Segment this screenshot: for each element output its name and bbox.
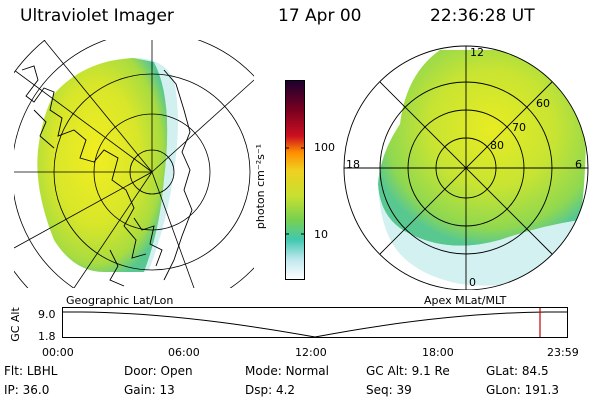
mlt-label-12: 12 (470, 46, 484, 59)
geographic-panel-label: Geographic Lat/Lon (66, 294, 174, 307)
colorbar-unit-label: photon cm⁻²s⁻¹ (254, 143, 268, 230)
info-glon: GLon: 191.3 (486, 383, 559, 397)
timeline-ylabel: GC Alt (8, 307, 22, 342)
info-gain: Gain: 13 (124, 383, 175, 397)
image-date: 17 Apr 00 (278, 6, 362, 26)
color-scale-bar (285, 80, 305, 280)
mlat-label-70: 70 (512, 121, 526, 134)
geo-aurora-image (37, 58, 168, 272)
coastlines (21, 65, 193, 287)
polar-aurora-image (378, 50, 586, 246)
info-gc-alt: GC Alt: 9.1 Re (366, 364, 450, 378)
info-filter: Flt: LBHL (4, 364, 58, 378)
mlt-label-6: 6 (575, 158, 582, 171)
apex-polar-panel (343, 45, 589, 290)
mlt-label-18: 18 (346, 158, 360, 171)
timeline-ytick-top: 9.0 (38, 308, 56, 321)
geographic-map-panel (14, 40, 254, 288)
timeline-xtick-1800: 18:00 (422, 346, 454, 359)
info-glat: GLat: 84.5 (486, 364, 549, 378)
info-door: Door: Open (124, 364, 193, 378)
info-mode: Mode: Normal (245, 364, 329, 378)
altitude-timeline[interactable] (62, 307, 568, 339)
timeline-xtick-0600: 06:00 (168, 346, 200, 359)
colorbar-tick-10: 10 (314, 228, 328, 241)
mlt-label-0: 0 (469, 276, 476, 289)
timeline-ytick-bottom: 1.8 (38, 330, 56, 343)
info-seq: Seq: 39 (366, 383, 412, 397)
timeline-xtick-1200: 12:00 (295, 346, 327, 359)
altitude-curve (62, 311, 568, 338)
image-time: 22:36:28 UT (430, 6, 535, 26)
timeline-xtick-0000: 00:00 (42, 346, 74, 359)
polar-panel-label: Apex MLat/MLT (424, 294, 507, 307)
info-dsp: Dsp: 4.2 (245, 383, 296, 397)
mlat-label-80: 80 (490, 139, 504, 152)
instrument-title: Ultraviolet Imager (20, 6, 174, 26)
timeline-xtick-2359: 23:59 (547, 346, 579, 359)
mlat-label-60: 60 (536, 97, 550, 110)
colorbar-tick-100: 100 (314, 141, 335, 154)
info-ip: IP: 36.0 (4, 383, 50, 397)
